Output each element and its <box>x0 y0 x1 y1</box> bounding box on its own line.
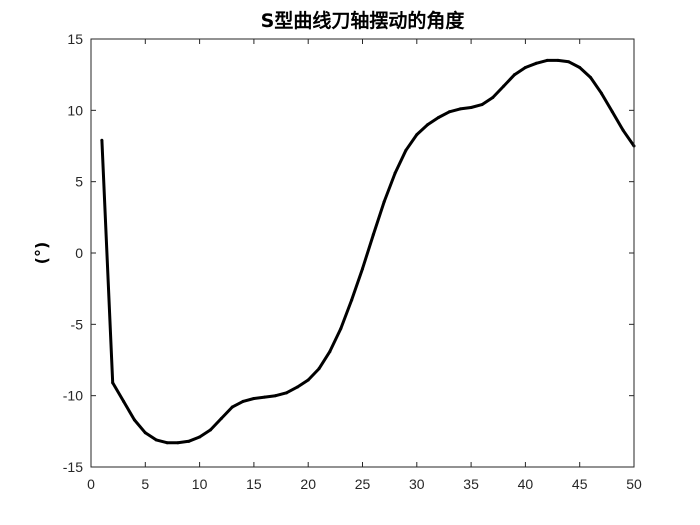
data-point <box>100 138 104 142</box>
data-point <box>263 395 267 399</box>
data-point <box>480 103 484 107</box>
data-point <box>295 385 299 389</box>
series-line <box>100 58 636 445</box>
data-point <box>198 435 202 439</box>
y-tick-label: -15 <box>63 459 83 475</box>
data-point <box>502 84 506 88</box>
data-point <box>534 61 538 65</box>
x-tick-label: 0 <box>87 476 95 492</box>
y-tick-labels: -15 -10 -5 0 5 10 15 <box>63 31 83 475</box>
data-point <box>361 267 364 271</box>
x-tick-label: 20 <box>300 476 316 492</box>
data-point <box>176 441 180 445</box>
x-tick-label: 15 <box>246 476 262 492</box>
y-tick-label: -10 <box>63 388 83 404</box>
data-point <box>350 298 354 302</box>
data-point <box>393 171 397 175</box>
data-point <box>284 391 288 395</box>
data-point <box>187 439 191 443</box>
x-tick-labels: 0 5 10 15 20 25 30 35 40 45 50 <box>87 476 642 492</box>
data-point <box>437 115 441 119</box>
data-point <box>328 349 332 353</box>
x-tick-label: 30 <box>409 476 425 492</box>
data-point <box>241 399 245 403</box>
data-point <box>317 367 321 371</box>
data-point <box>252 397 256 401</box>
x-tick-label: 5 <box>141 476 149 492</box>
data-point <box>111 381 115 385</box>
data-point <box>143 431 147 435</box>
data-point <box>230 405 234 409</box>
data-point <box>208 428 212 432</box>
data-point <box>415 133 419 137</box>
x-tick-label: 50 <box>626 476 642 492</box>
data-point <box>621 128 625 132</box>
data-point <box>491 95 495 99</box>
plot-frame <box>90 38 635 468</box>
data-point <box>165 441 169 445</box>
data-point <box>578 66 582 70</box>
series-layer <box>100 58 636 445</box>
y-tick-label: -5 <box>71 316 84 332</box>
data-point <box>154 438 158 442</box>
data-point <box>339 327 343 331</box>
y-tick-label: 5 <box>75 174 83 190</box>
data-point <box>610 110 614 114</box>
y-axis-label: (°) <box>32 242 51 265</box>
plot-area <box>91 39 634 467</box>
data-point <box>382 200 386 204</box>
y-tick-label: 15 <box>67 31 83 47</box>
data-point <box>567 60 571 64</box>
data-point <box>458 107 462 111</box>
data-point <box>306 378 310 382</box>
data-point <box>447 110 451 114</box>
y-tick-label: 0 <box>75 245 83 261</box>
data-point <box>122 399 126 403</box>
chart-title: S型曲线刀轴摆动的角度 <box>261 9 466 32</box>
data-point <box>132 418 136 422</box>
data-point <box>556 58 560 62</box>
x-tick-label: 40 <box>518 476 534 492</box>
data-point <box>469 105 473 109</box>
data-point <box>219 416 223 420</box>
data-point <box>545 58 549 62</box>
x-tick-label: 35 <box>463 476 479 492</box>
x-tick-label: 25 <box>355 476 371 492</box>
x-tick-label: 45 <box>572 476 588 492</box>
data-point <box>523 66 527 70</box>
data-point <box>404 148 408 152</box>
data-point <box>274 394 278 398</box>
y-tick-label: 10 <box>67 102 83 118</box>
data-point <box>589 76 593 80</box>
data-point <box>513 73 517 77</box>
x-tick-label: 10 <box>192 476 208 492</box>
data-point <box>426 123 430 127</box>
data-point <box>371 232 375 236</box>
data-point <box>599 91 603 95</box>
